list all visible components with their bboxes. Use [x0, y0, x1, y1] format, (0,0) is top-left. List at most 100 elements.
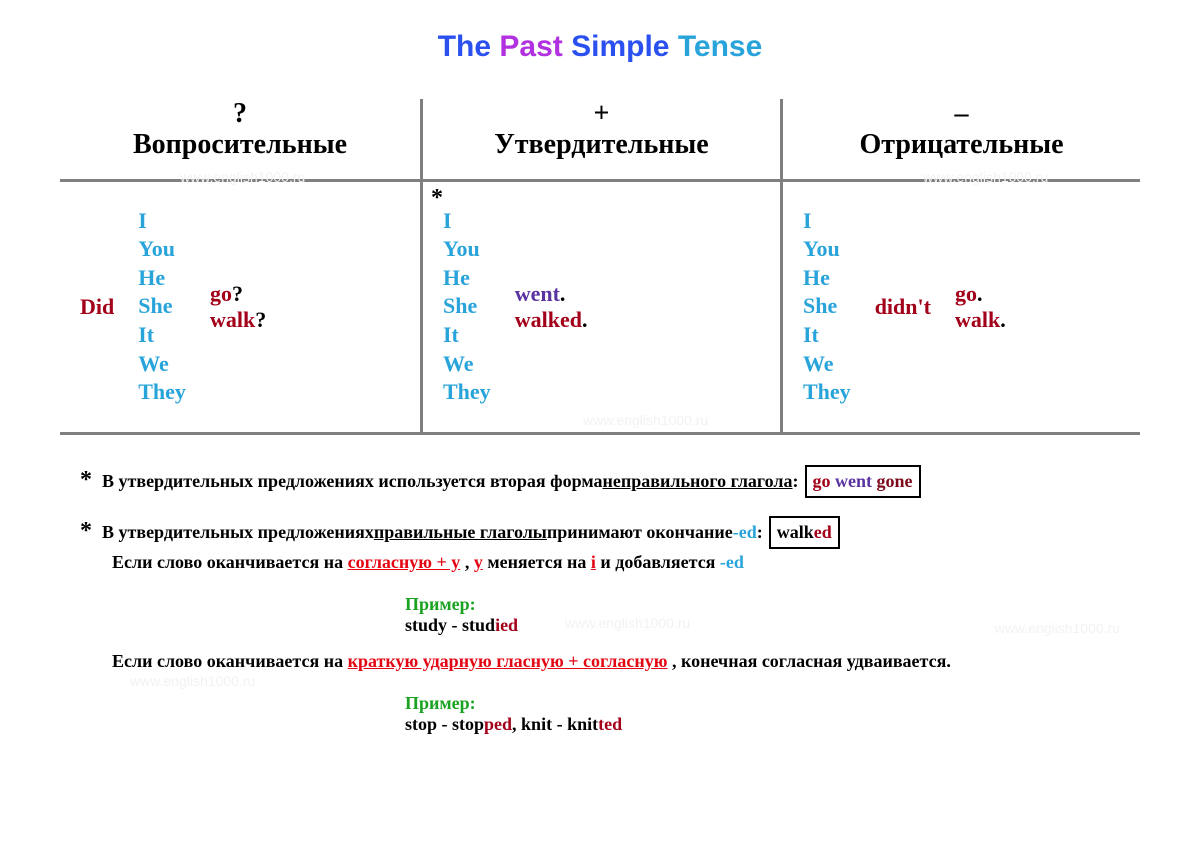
- ex1-suf: ied: [495, 615, 518, 635]
- note2-text-a: В утвердительных предложениях: [102, 519, 374, 546]
- example-stop-knit: Пример: stop - stopped, knit - knitted: [405, 693, 1130, 735]
- box-gone: gone: [877, 471, 913, 491]
- pronoun: He: [443, 264, 491, 293]
- tense-table: ? Вопросительные www.english1000.ru + Ут…: [60, 99, 1140, 435]
- header-negative: – Отрицательные www.english1000.ru: [780, 99, 1140, 182]
- pronoun-list-n: I You He She It We They: [803, 207, 851, 407]
- title-tense: Tense: [678, 30, 762, 63]
- verb-walk: walk: [210, 307, 255, 332]
- n3-text-b: , конечная согласная удваивается.: [672, 651, 951, 671]
- ex2-p1-stem2: stop: [452, 714, 484, 734]
- pronoun: She: [443, 292, 491, 321]
- ex2-p2-stem2: knit: [567, 714, 598, 734]
- pronoun: We: [443, 350, 491, 379]
- punct: .: [560, 281, 566, 306]
- cell-interrogative: Did I You He She It We They go? walk?: [60, 182, 420, 435]
- note1-underlined: неправильного глагола: [603, 468, 793, 495]
- verb-block-a: went. walked.: [515, 281, 588, 333]
- pronoun: It: [138, 321, 186, 350]
- pronoun: He: [138, 264, 186, 293]
- box-walk-stem: walk: [777, 522, 814, 542]
- n2b-text-c: и добавляется: [600, 552, 720, 572]
- n2b-ed: -ed: [720, 552, 744, 572]
- page: The Past Simple Tense ? Вопросительные w…: [0, 0, 1200, 735]
- pronoun: I: [803, 207, 851, 236]
- pronoun: It: [443, 321, 491, 350]
- header-interrogative: ? Вопросительные www.english1000.ru: [60, 99, 420, 182]
- title-simple: Simple: [571, 30, 669, 63]
- punct: ?: [255, 307, 266, 332]
- ex2-p1-suf: ped: [484, 714, 512, 734]
- ex1-dash: -: [447, 615, 462, 635]
- pronoun: They: [803, 378, 851, 407]
- box-walked: walked: [769, 516, 840, 549]
- note1-colon: :: [793, 468, 799, 495]
- ex1-stem1: study: [405, 615, 447, 635]
- verb-walk-stem: walk: [515, 307, 560, 332]
- pronoun: We: [138, 350, 186, 379]
- pronoun: He: [803, 264, 851, 293]
- n2b-red1: согласную + y: [348, 552, 461, 572]
- ex2-dash1: -: [437, 714, 452, 734]
- punct: .: [582, 307, 588, 332]
- title-the: The: [438, 30, 491, 63]
- n2b-text-a: Если слово оканчивается на: [112, 552, 348, 572]
- n2b-y: y: [474, 552, 483, 572]
- header-n-label: Отрицательные: [793, 130, 1130, 161]
- n2b-i: i: [591, 552, 596, 572]
- pronoun: They: [443, 378, 491, 407]
- header-q-symbol: ?: [70, 99, 410, 130]
- ex2-dash2: -: [552, 714, 567, 734]
- punct: ?: [232, 281, 243, 306]
- note2-colon: :: [757, 519, 763, 546]
- note1-text-a: В утвердительных предложениях использует…: [102, 468, 603, 495]
- title-past: Past: [499, 30, 562, 63]
- punct: .: [977, 281, 983, 306]
- star-bullet: *: [80, 468, 92, 492]
- star-bullet: *: [80, 519, 92, 543]
- example2-label: Пример:: [405, 693, 1130, 714]
- pronoun: You: [803, 235, 851, 264]
- verb-walk: walk: [955, 307, 1000, 332]
- pronoun-list-q: I You He She It We They: [138, 207, 186, 407]
- header-a-symbol: +: [433, 99, 770, 130]
- ex2-comma: ,: [512, 714, 521, 734]
- pronoun: They: [138, 378, 186, 407]
- ex1-stem2: stud: [462, 615, 495, 635]
- n3-text-a: Если слово оканчивается на: [112, 651, 348, 671]
- verb-went: went: [515, 281, 560, 306]
- aux-did: Did: [80, 294, 114, 320]
- punct: .: [1000, 307, 1006, 332]
- pronoun: You: [138, 235, 186, 264]
- box-go-went-gone: go went gone: [805, 465, 921, 498]
- note-regular: * В утвердительных предложениях правильн…: [80, 516, 1130, 576]
- verb-block-q: go? walk?: [210, 281, 266, 333]
- header-a-label: Утвердительные: [433, 130, 770, 161]
- pronoun-list-a: I You He She It We They: [443, 207, 491, 407]
- verb-walk-suffix: ed: [560, 307, 582, 332]
- note-doubling: Если слово оканчивается на краткую ударн…: [80, 648, 1130, 675]
- example1-label: Пример:: [405, 594, 1130, 615]
- notes-section: * В утвердительных предложениях использу…: [40, 465, 1160, 735]
- ex2-p2-suf: ted: [598, 714, 622, 734]
- box-go: go: [813, 471, 831, 491]
- pronoun: I: [138, 207, 186, 236]
- n2b-comma: ,: [465, 552, 474, 572]
- pronoun: We: [803, 350, 851, 379]
- note2-ed: -ed: [733, 519, 757, 546]
- n2b-text-b: меняется на: [487, 552, 591, 572]
- watermark: www.english1000.ru: [130, 673, 255, 689]
- page-title: The Past Simple Tense: [40, 30, 1160, 64]
- cell-negative: I You He She It We They didn't go. walk.: [780, 182, 1140, 435]
- note2-text-b: принимают окончание: [547, 519, 733, 546]
- pronoun: She: [803, 292, 851, 321]
- pronoun: I: [443, 207, 491, 236]
- example-study: Пример: study - studied www.english1000.…: [405, 594, 1130, 636]
- header-q-label: Вопросительные: [70, 130, 410, 161]
- verb-go: go: [210, 281, 232, 306]
- asterisk-marker: *: [431, 186, 443, 210]
- note-irregular: * В утвердительных предложениях использу…: [80, 465, 1130, 498]
- watermark: www.english1000.ru: [565, 615, 690, 631]
- note-consonant-y: Если слово оканчивается на согласную + y…: [112, 549, 1130, 576]
- pronoun: It: [803, 321, 851, 350]
